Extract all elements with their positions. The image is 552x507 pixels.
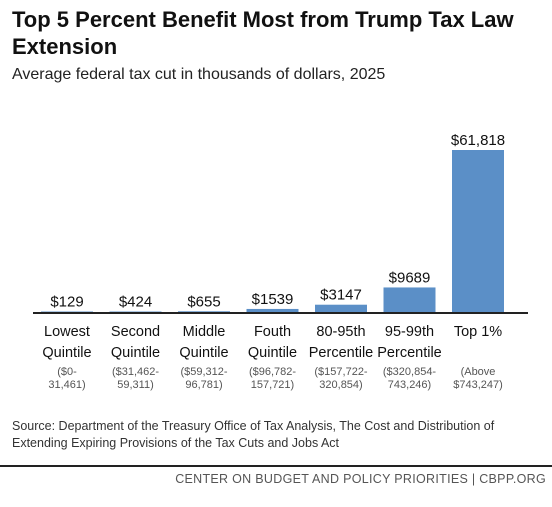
tick-label: Quintile [42, 345, 91, 361]
data-label: $61,818 [451, 132, 505, 149]
tick-sublabel: (Above [461, 366, 496, 378]
tick-sublabel: ($96,782- [249, 366, 296, 378]
tick-label: Top 1% [454, 324, 502, 340]
tick-label: Second [111, 324, 160, 340]
bar [383, 287, 436, 313]
tick-label: Quintile [248, 345, 297, 361]
tick-sublabel: $743,247) [453, 379, 503, 391]
data-label: $424 [119, 294, 152, 311]
tick-label: Middle [183, 324, 226, 340]
tick-sublabel: ($320,854- [383, 366, 437, 378]
tick-sublabel: 157,721) [251, 379, 294, 391]
footer-divider [0, 465, 552, 467]
bar-chart: $129 Lowest Quintile ($0-31,461) $424 Second Q… [33, 132, 528, 391]
data-label: $129 [50, 294, 83, 311]
tick-sublabel: 31,461) [48, 379, 85, 391]
data-label: $3147 [320, 287, 362, 304]
bar [315, 304, 367, 313]
tick-label: Quintile [179, 345, 228, 361]
chart-title: Top 5 Percent Benefit Most from Trump Ta… [12, 7, 514, 59]
tick-label: Percentile [377, 345, 441, 361]
data-label: $655 [187, 293, 220, 310]
tick-sublabel: 59,311) [117, 379, 154, 391]
bar [452, 150, 504, 313]
tick-label: Fouth [254, 324, 291, 340]
tick-label: Lowest [44, 324, 90, 340]
footer-credit: CENTER ON BUDGET AND POLICY PRIORITIES |… [175, 472, 546, 486]
tick-label: 95-99th [385, 324, 434, 340]
tick-sublabel: ($0- [57, 366, 77, 378]
bar [246, 308, 299, 313]
tick-sublabel: 96,781) [185, 379, 222, 391]
tick-sublabel: ($157,722- [314, 366, 368, 378]
tick-label: Quintile [111, 345, 160, 361]
source-note: Source: Department of the Treasury Offic… [12, 419, 495, 450]
tick-sublabel: 320,854) [319, 379, 362, 391]
tick-label: Percentile [309, 345, 373, 361]
tick-sublabel: 743,246) [388, 379, 431, 391]
tick-sublabel: ($31,462- [112, 366, 159, 378]
data-label: $9689 [389, 269, 431, 286]
data-label: $1539 [252, 291, 294, 308]
chart-subtitle: Average federal tax cut in thousands of … [12, 66, 386, 83]
tick-label: 80-95th [316, 324, 365, 340]
tick-sublabel: ($59,312- [180, 366, 227, 378]
